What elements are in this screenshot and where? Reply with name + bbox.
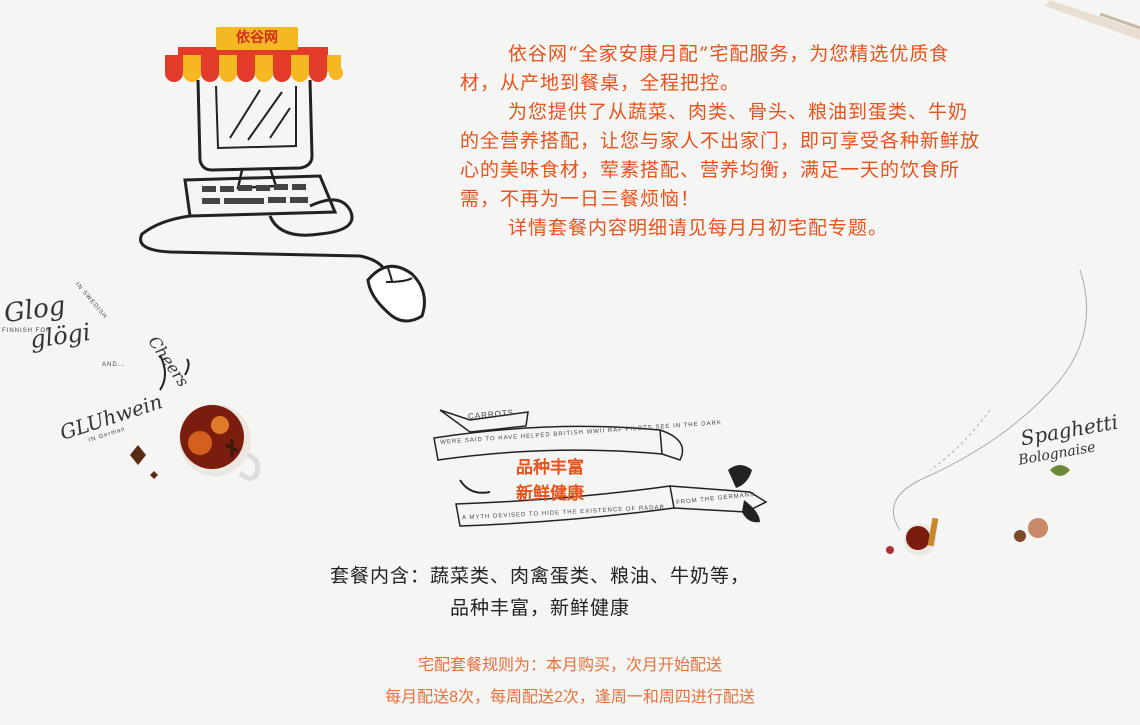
rules-line-2: 每月配送8次，每周配送2次，逢周一和周四进行配送	[385, 689, 755, 706]
computer-icon	[139, 47, 426, 323]
finnish-for-label: FINNISH FOR	[2, 328, 52, 334]
ribbon-icon	[433, 409, 768, 527]
rules-line-1: 宅配套餐规则为：本月购买，次月开始配送	[417, 657, 722, 674]
ribbon-banner	[430, 400, 780, 535]
banner-headline: 品种丰富 新鲜健康	[480, 455, 620, 507]
spaghetti-icon	[886, 269, 1088, 556]
mulled-wine-icon	[130, 354, 261, 481]
spaghetti-decoration	[860, 269, 1140, 580]
banner-line-2: 新鲜健康	[516, 484, 584, 504]
mulled-wine-decoration	[0, 285, 270, 515]
rolling-pin-decoration	[1040, 0, 1140, 40]
package-line-2: 品种丰富，新鲜健康	[449, 597, 630, 619]
shop-computer-illustration	[130, 20, 440, 330]
intro-paragraph-1: 依谷网“全家安康月配”宅配服务，为您精选优质食材，从产地到餐桌，全程把控。	[460, 43, 950, 94]
intro-paragraph-3: 详情套餐内容明细请见每月月初宅配专题。	[508, 217, 889, 239]
delivery-rules: 宅配套餐规则为：本月购买，次月开始配送 每月配送8次，每周配送2次，逢周一和周四…	[220, 650, 920, 714]
intro-paragraph-2: 为您提供了从蔬菜、肉类、骨头、粮油到蛋类、牛奶的全营养搭配，让您与家人不出家门，…	[460, 101, 981, 210]
intro-text: 依谷网“全家安康月配”宅配服务，为您精选优质食材，从产地到餐桌，全程把控。 为您…	[460, 40, 980, 243]
package-line-1: 套餐内含：蔬菜类、肉禽蛋类、粮油、牛奶等，	[329, 565, 750, 587]
shop-sign: 依谷网	[216, 27, 298, 50]
package-contents: 套餐内含：蔬菜类、肉禽蛋类、粮油、牛奶等， 品种丰富，新鲜健康	[270, 560, 810, 624]
rolling-pin-icon	[1045, 0, 1140, 40]
and-label: AND...	[102, 362, 126, 368]
banner-line-1: 品种丰富	[516, 458, 584, 478]
